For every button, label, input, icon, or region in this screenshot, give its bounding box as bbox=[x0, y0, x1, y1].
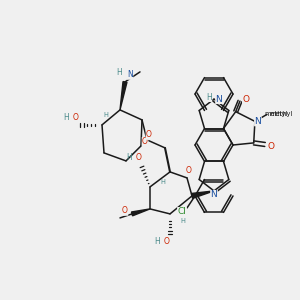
Text: H: H bbox=[116, 68, 122, 77]
Text: Cl: Cl bbox=[178, 208, 186, 217]
Text: O: O bbox=[142, 137, 148, 146]
Text: methyl: methyl bbox=[264, 111, 288, 117]
Text: H: H bbox=[160, 179, 165, 185]
Text: O: O bbox=[242, 94, 250, 103]
Text: H: H bbox=[126, 153, 132, 162]
Text: N: N bbox=[254, 117, 261, 126]
Text: O: O bbox=[268, 142, 274, 151]
Text: H: H bbox=[103, 112, 108, 118]
Polygon shape bbox=[120, 82, 127, 110]
Text: N: N bbox=[216, 94, 222, 103]
Polygon shape bbox=[131, 209, 150, 216]
Text: methyl: methyl bbox=[269, 111, 293, 117]
Text: O: O bbox=[136, 153, 142, 162]
Text: O: O bbox=[164, 237, 170, 246]
Text: H: H bbox=[181, 218, 185, 224]
Text: H: H bbox=[63, 113, 69, 122]
Text: O: O bbox=[186, 167, 192, 176]
Text: H: H bbox=[154, 237, 160, 246]
Text: N: N bbox=[211, 190, 218, 200]
Text: O: O bbox=[122, 206, 128, 215]
Text: N: N bbox=[127, 70, 133, 80]
Text: O: O bbox=[146, 130, 152, 140]
Polygon shape bbox=[191, 191, 214, 198]
Text: H: H bbox=[206, 93, 212, 102]
Text: O: O bbox=[73, 113, 79, 122]
